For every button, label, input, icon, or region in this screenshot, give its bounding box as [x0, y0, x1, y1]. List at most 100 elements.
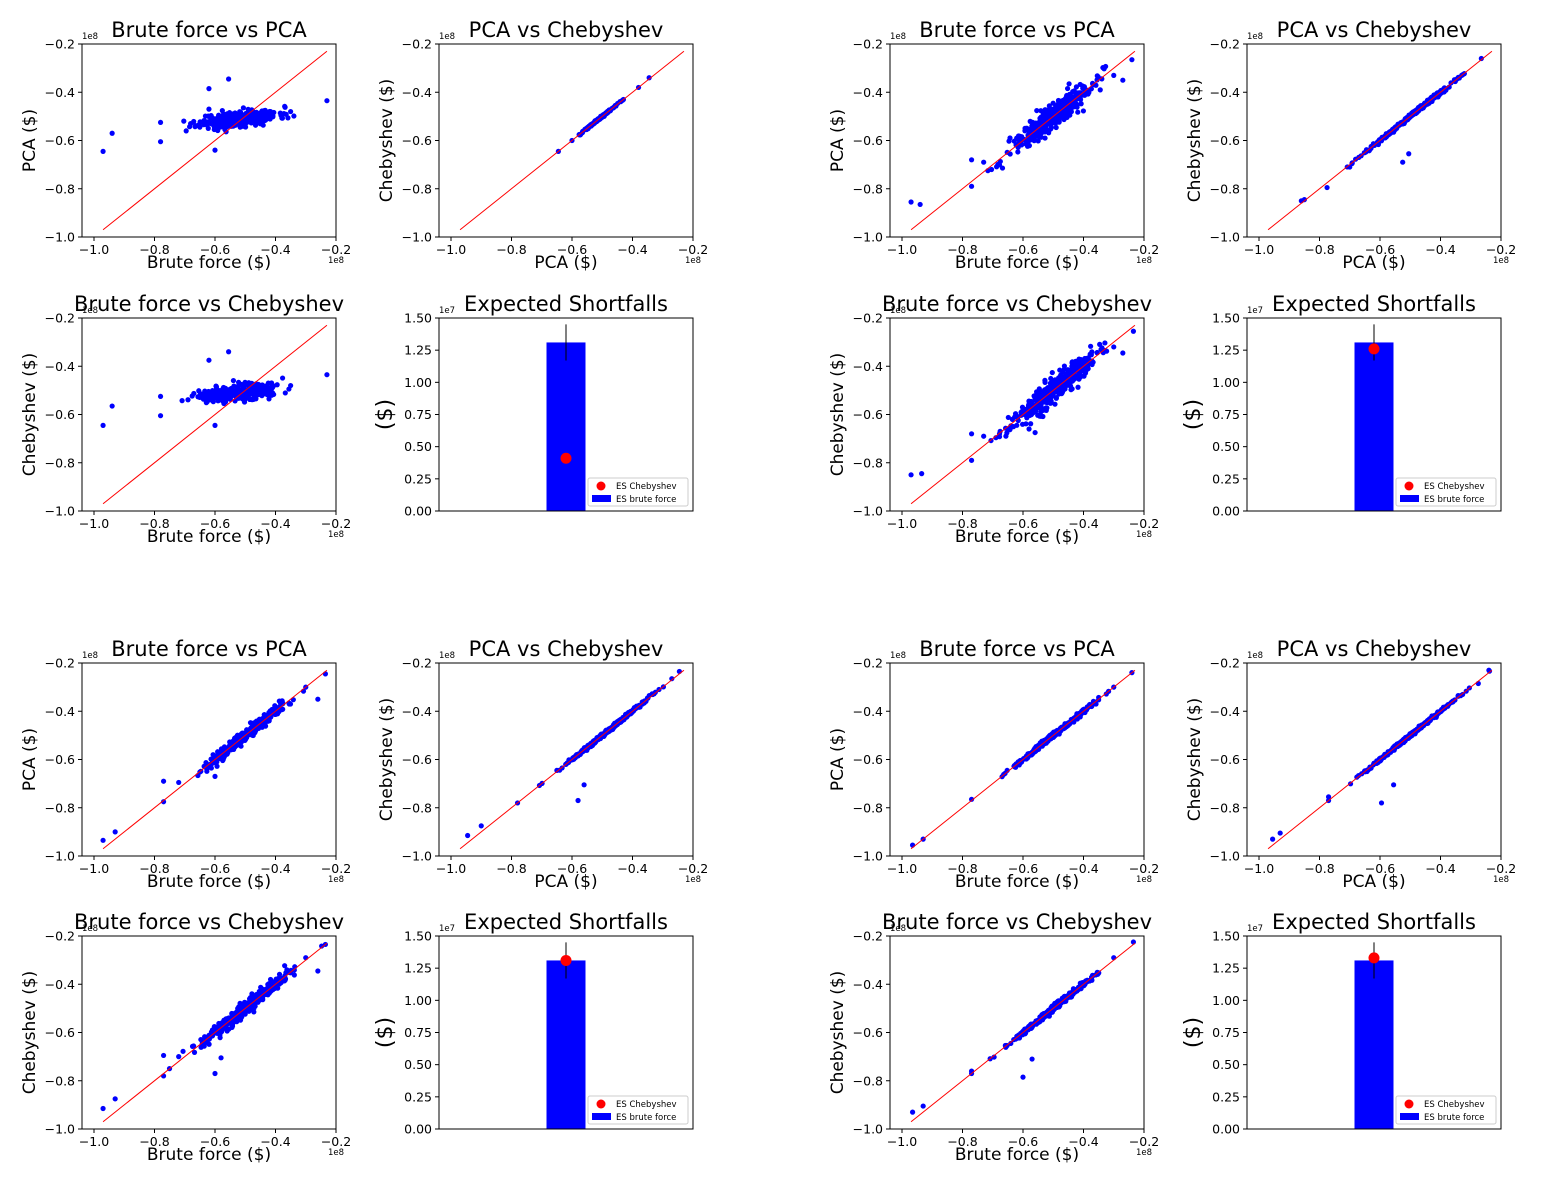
- scatter-point: [996, 434, 1003, 440]
- panel-g1-es: Expected Shortfalls ($) 0.00 0.25 0.50 0.75 1.…: [373, 292, 694, 519]
- y-tick-label: −0.6: [402, 752, 432, 767]
- scatter-point: [253, 718, 260, 724]
- scatter-point: [1130, 328, 1137, 334]
- scatter-point: [240, 123, 246, 129]
- x-tick-label: −0.2: [321, 242, 351, 257]
- y-axis-label: Chebyshev ($): [828, 353, 848, 477]
- scatter-point: [1075, 384, 1081, 390]
- scatter-point: [183, 128, 189, 134]
- scatter-point: [1032, 123, 1038, 129]
- scatter-point: [230, 118, 237, 125]
- scatter-point: [1025, 402, 1032, 408]
- x-tick-label: −0.8: [139, 1134, 169, 1149]
- x-tick-label: −0.8: [139, 242, 169, 257]
- x-tick-label: −0.6: [200, 861, 230, 876]
- scatter-point: [160, 778, 167, 784]
- scatter-point: [1088, 352, 1094, 358]
- scatter-point: [1089, 361, 1095, 368]
- scatter-point: [246, 380, 252, 386]
- scatter-points: [100, 349, 330, 428]
- y-tick-label: −0.2: [45, 311, 75, 326]
- scatter-point: [212, 1070, 218, 1077]
- y-offset-label: 1e8: [890, 924, 906, 934]
- x-tick-label: −0.4: [1068, 1134, 1098, 1149]
- es-brute-force-bar: [546, 342, 586, 511]
- scatter-point: [968, 457, 975, 463]
- scatter-point: [244, 118, 250, 124]
- x-tick-label: −1.0: [887, 1134, 917, 1149]
- identity-line: [910, 324, 1136, 505]
- scatter-point: [1014, 422, 1020, 428]
- scatter-point: [215, 395, 221, 402]
- scatter-point: [1025, 138, 1032, 144]
- scatter-point: [1102, 340, 1108, 346]
- legend-marker-brute-force: [1400, 1113, 1419, 1120]
- scatter-point: [261, 114, 267, 121]
- y-tick-label: 1.00: [1212, 375, 1240, 390]
- x-tick-label: −0.2: [1129, 516, 1159, 531]
- panel-title: PCA vs Chebyshev: [1277, 637, 1472, 661]
- scatter-point: [1009, 416, 1015, 422]
- y-tick-label: 1.50: [404, 311, 432, 326]
- scatter-point: [917, 201, 923, 208]
- scatter-point: [1037, 115, 1043, 121]
- panel-g2-pca-cheb: PCA vs Chebyshev PCA ($) Chebyshev ($) −1.0…: [1185, 18, 1516, 273]
- y-tick-label: −0.4: [45, 85, 75, 100]
- scatter-point: [270, 383, 276, 389]
- x-tick-label: −0.4: [1068, 516, 1098, 531]
- scatter-point: [189, 1043, 196, 1049]
- scatter-point: [999, 165, 1006, 171]
- scatter-point: [285, 115, 291, 121]
- scatter-point: [214, 389, 220, 395]
- identity-line: [102, 324, 328, 505]
- scatter-point: [1061, 101, 1067, 107]
- x-axis-label: PCA ($): [534, 253, 597, 273]
- scatter-point: [1046, 110, 1053, 116]
- y-offset-label: 1e7: [1247, 306, 1263, 316]
- scatter-point: [112, 1096, 118, 1102]
- scatter-point: [112, 829, 118, 835]
- scatter-point: [1071, 88, 1077, 94]
- y-offset-label: 1e7: [439, 924, 455, 934]
- scatter-point: [206, 106, 212, 112]
- x-tick-label: −0.2: [1486, 861, 1516, 876]
- x-offset-label: 1e8: [685, 256, 701, 266]
- scatter-point: [196, 122, 202, 128]
- legend-marker-brute-force: [592, 1113, 611, 1120]
- y-tick-label: 1.25: [404, 961, 432, 976]
- y-tick-label: −0.6: [45, 752, 75, 767]
- y-axis-label: ($): [1181, 1017, 1206, 1048]
- scatter-point: [176, 779, 182, 786]
- scatter-point: [176, 1054, 182, 1060]
- scatter-point: [211, 120, 217, 127]
- x-tick-label: −0.8: [947, 1134, 977, 1149]
- legend-frame: [587, 477, 689, 507]
- y-tick-label: −0.8: [45, 1073, 75, 1088]
- scatter-point: [282, 963, 288, 969]
- y-tick-label: −1.0: [45, 504, 75, 519]
- legend-label-brute-force: ES brute force: [1424, 1113, 1484, 1123]
- y-tick-label: 1.00: [1212, 993, 1240, 1008]
- scatter-point: [1111, 72, 1117, 78]
- scatter-point: [1277, 830, 1283, 836]
- scatter-point: [1120, 77, 1126, 83]
- scatter-point: [1419, 103, 1425, 109]
- x-tick-label: −0.4: [1425, 861, 1455, 876]
- y-tick-label: −0.6: [853, 752, 883, 767]
- scatter-point: [1061, 116, 1067, 123]
- panel-g1-bf-cheb: Brute force vs Chebyshev Brute force ($) C…: [20, 292, 351, 547]
- identity-line: [910, 942, 1136, 1123]
- scatter-point: [242, 389, 248, 395]
- scatter-point: [1378, 800, 1385, 806]
- scatter-point: [272, 711, 278, 717]
- scatter-point: [288, 108, 294, 115]
- scatter-point: [254, 120, 260, 126]
- scatter-point: [1042, 129, 1048, 135]
- scatter-point: [1028, 421, 1034, 427]
- panel-title: PCA vs Chebyshev: [469, 637, 664, 661]
- y-offset-label: 1e8: [439, 32, 455, 42]
- panel-g2-bf-cheb: Brute force vs Chebyshev Brute force ($) C…: [828, 292, 1159, 547]
- scatter-point: [1028, 412, 1034, 418]
- scatter-point: [218, 1055, 224, 1061]
- x-tick-label: −0.4: [260, 861, 290, 876]
